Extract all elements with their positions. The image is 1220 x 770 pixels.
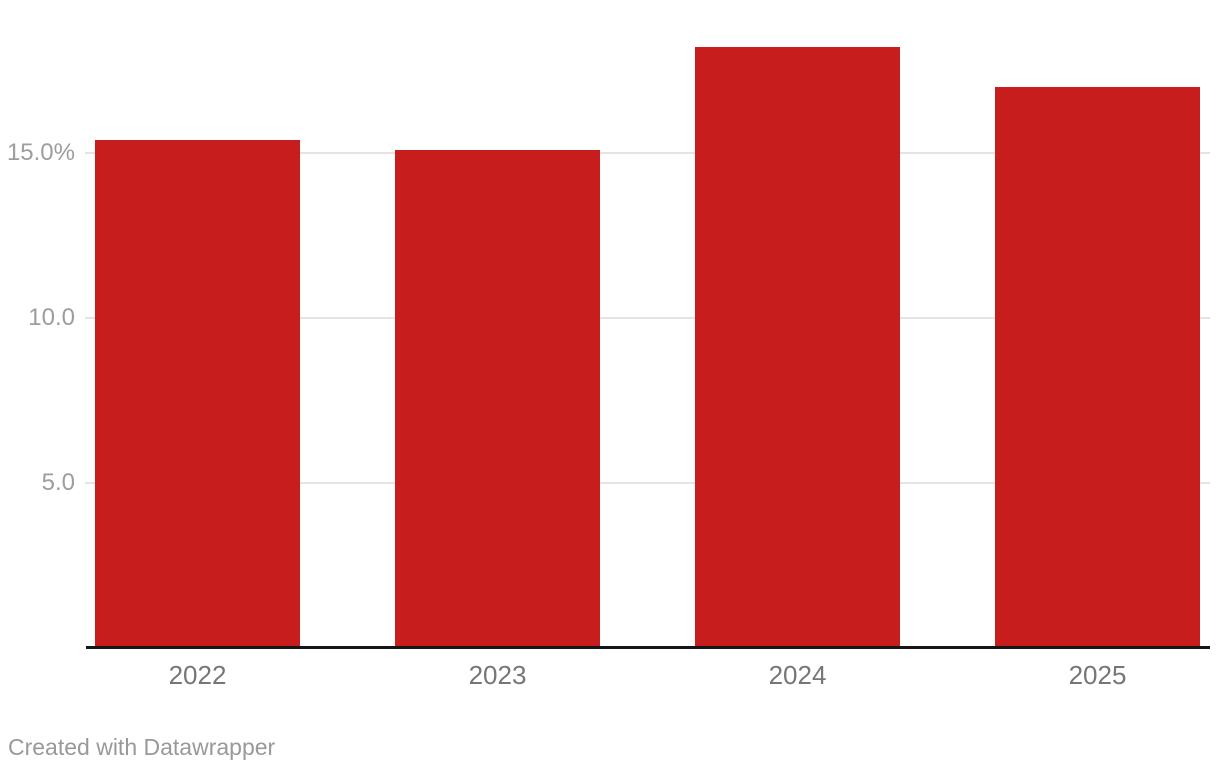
x-axis-tick-label-2023: 2023 [468, 660, 527, 690]
bar-2024[interactable] [695, 47, 900, 648]
x-axis-tick-label-2025: 2025 [1068, 660, 1127, 690]
bar-2023[interactable] [395, 150, 600, 648]
gridline-5.0 [85, 482, 1210, 484]
y-axis-tick-label: 5.0 [41, 469, 75, 496]
x-axis-line [86, 646, 1210, 649]
gridline-10.0 [85, 317, 1210, 319]
datawrapper-attribution-link[interactable]: Created with Datawrapper [8, 734, 276, 760]
x-axis-tick-label-2022: 2022 [168, 660, 227, 690]
bar-2025[interactable] [995, 87, 1200, 648]
gridline-15.0 [85, 152, 1210, 154]
x-axis-tick-label-2024: 2024 [768, 660, 827, 690]
bar-2022[interactable] [95, 140, 300, 648]
y-axis-tick-label: 15.0% [6, 139, 75, 166]
y-axis-tick-label: 10.0 [28, 304, 75, 331]
